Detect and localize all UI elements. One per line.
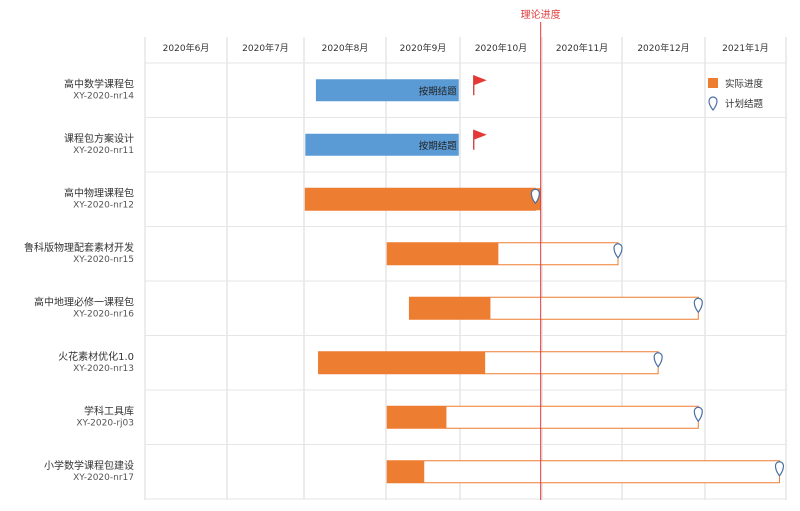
planned-duration-bar: [386, 460, 780, 484]
plan-end-marker-icon: [693, 406, 703, 423]
reference-line-label: 理论进度: [521, 8, 561, 21]
task-name: 高中物理课程包: [64, 186, 134, 199]
plan-end-marker-icon: [613, 243, 623, 259]
plan-end-marker-icon: [653, 352, 663, 368]
plan-end-marker-icon: [693, 297, 703, 314]
task-name: 鲁科版物理配套素材开发: [24, 241, 134, 254]
x-tick-label: 2020年8月: [322, 42, 369, 54]
legend-actual-swatch: [708, 78, 718, 88]
task-name: 火花素材优化1.0: [58, 350, 134, 363]
task-code: XY-2020-nr15: [73, 255, 134, 265]
actual-progress-bar: [409, 297, 491, 320]
x-tick-label: 2020年10月: [475, 42, 527, 54]
reference-line-group: 理论进度: [521, 8, 561, 500]
task-code: XY-2020-nr12: [73, 200, 134, 210]
task-code: XY-2020-nr11: [73, 146, 134, 156]
task-code: XY-2020-rj03: [76, 418, 134, 428]
actual-progress-bar: [387, 460, 425, 483]
task-code: XY-2020-nr17: [73, 473, 134, 483]
x-tick-label: 2020年7月: [242, 42, 289, 54]
legend-actual-label: 实际进度: [725, 78, 764, 90]
x-axis-ticks: 2020年6月 2020年7月 2020年8月 2020年9月 2020年10月 2020…: [163, 42, 769, 54]
plan-end-marker-icon: [530, 188, 540, 205]
x-tick-label: 2021年1月: [722, 42, 769, 54]
chart-grid: [144, 37, 787, 500]
task-name: 小学数学课程包建设: [44, 459, 134, 472]
task-code: XY-2020-nr14: [73, 91, 134, 101]
task-name: 高中地理必修一课程包: [34, 295, 134, 308]
x-tick-label: 2020年12月: [637, 42, 689, 54]
legend-plan-icon: [708, 96, 718, 111]
status-label: 按期结题: [419, 85, 458, 97]
actual-progress-bar: [387, 242, 499, 265]
flag-icon: [473, 75, 487, 86]
x-tick-label: 2020年11月: [556, 42, 608, 54]
status-label: 按期结题: [419, 140, 458, 152]
actual-progress-bar: [305, 188, 541, 211]
flag-icon: [473, 129, 487, 140]
x-tick-label: 2020年6月: [163, 42, 210, 54]
task-code: XY-2020-nr13: [73, 364, 134, 374]
actual-progress-bar: [387, 406, 447, 429]
task-name: 课程包方案设计: [64, 132, 134, 145]
x-tick-label: 2020年9月: [400, 42, 447, 54]
plan-end-marker-icon: [774, 461, 785, 477]
legend-plan-label: 计划结题: [725, 98, 764, 110]
actual-progress-bar: [318, 351, 486, 374]
task-code: XY-2020-nr16: [73, 309, 134, 319]
actual-progress-bar: [315, 79, 459, 102]
actual-progress-bar: [305, 133, 459, 156]
task-name: 学科工具库: [84, 404, 134, 417]
task-name: 高中数学课程包: [64, 77, 134, 90]
